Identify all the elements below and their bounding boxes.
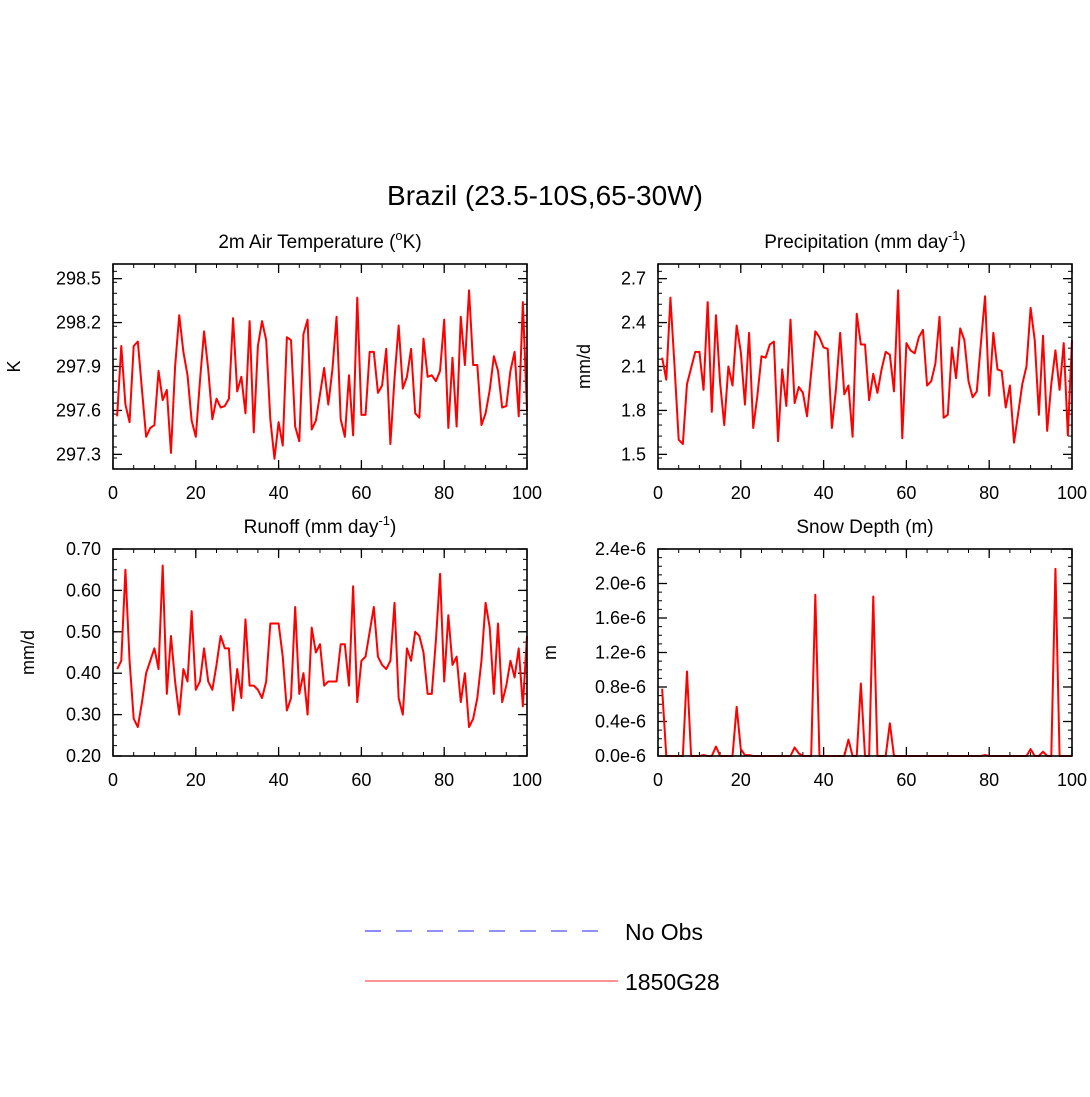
y-tick-label: 0.60: [66, 580, 101, 600]
y-tick-label: 0.8e-6: [595, 677, 646, 697]
x-tick-label: 40: [814, 770, 834, 790]
x-tick-label: 60: [351, 770, 371, 790]
y-tick-label: 297.3: [56, 444, 101, 464]
y-tick-label: 2.0e-6: [595, 574, 646, 594]
y-tick-label: 298.2: [56, 313, 101, 333]
y-tick-label: 0.30: [66, 705, 101, 725]
y-tick-label: 0.0e-6: [595, 746, 646, 766]
y-tick-label: 1.5: [621, 444, 646, 464]
y-tick-label: 2.4e-6: [595, 539, 646, 559]
x-tick-label: 80: [979, 770, 999, 790]
panel-title-text-end: ): [959, 232, 965, 253]
panel-snow-depth: Snow Depth (m) m 0 20 40 60 80 100 0.0e-6 0.4e-6 0…: [540, 517, 1087, 790]
panel-title-text: 2m Air Temperature (: [218, 232, 396, 253]
y-axis-label-precipitation: mm/d: [574, 344, 594, 389]
x-tick-label: 40: [269, 770, 289, 790]
y-tick-label: 1.6e-6: [595, 608, 646, 628]
x-tick-label: 60: [896, 483, 916, 503]
series-line-snow-depth: [661, 567, 1072, 757]
y-tick-label: 0.70: [66, 539, 101, 559]
panel-title-text: Snow Depth (m): [796, 517, 933, 538]
panel-title-snow-depth: Snow Depth (m): [796, 517, 933, 538]
panel-title-superscript: -1: [948, 228, 960, 243]
y-tick-label: 0.20: [66, 746, 101, 766]
x-tick-label: 80: [434, 770, 454, 790]
y-tick-label: 1.8: [621, 400, 646, 420]
x-tick-label: 100: [512, 483, 542, 503]
y-axis-label-snow-depth: m: [540, 645, 560, 660]
panel-title-text-end: ): [390, 517, 396, 538]
series-line-runoff: [116, 564, 528, 729]
legend: No Obs 1850G28: [365, 919, 720, 995]
series-line-precipitation: [661, 289, 1073, 446]
panel-title-precipitation: Precipitation (mm day-1): [764, 228, 966, 253]
plot-frame-snow-depth: [657, 548, 1073, 757]
x-tick-label: 20: [731, 483, 751, 503]
x-tick-label: 60: [351, 483, 371, 503]
plot-frame-precipitation: [657, 263, 1073, 470]
x-tick-label: 20: [186, 770, 206, 790]
figure-title: Brazil (23.5-10S,65-30W): [387, 180, 703, 211]
panel-air-temperature: 2m Air Temperature (oK) K 0 20 40 60 80 100 297.…: [4, 228, 542, 503]
y-tick-label: 2.7: [621, 269, 646, 289]
y-tick-label: 297.9: [56, 357, 101, 377]
x-tick-label: 40: [269, 483, 289, 503]
panel-title-air-temperature: 2m Air Temperature (oK): [218, 228, 421, 253]
x-tick-label: 0: [653, 483, 663, 503]
panel-title-superscript: -1: [378, 513, 390, 528]
series-line-air-temperature: [116, 289, 528, 460]
x-tick-label: 0: [108, 483, 118, 503]
panel-title-superscript: o: [395, 228, 402, 243]
x-tick-label: 60: [896, 770, 916, 790]
panel-runoff: Runoff (mm day-1) mm/d 0 20 40 60 80 100 0.20 0.3…: [18, 513, 542, 790]
legend-no-obs-label: No Obs: [625, 919, 703, 945]
x-tick-label: 0: [108, 770, 118, 790]
x-tick-label: 100: [1057, 770, 1087, 790]
panel-title-text: Precipitation (mm day: [764, 232, 948, 253]
panels: 2m Air Temperature (oK) K 0 20 40 60 80 100 297.…: [4, 228, 1087, 790]
x-tick-label: 100: [1057, 483, 1087, 503]
y-tick-label: 1.2e-6: [595, 643, 646, 663]
x-tick-label: 100: [512, 770, 542, 790]
panel-title-text: Runoff (mm day: [244, 517, 379, 538]
x-tick-label: 80: [434, 483, 454, 503]
y-tick-label: 0.40: [66, 663, 101, 683]
plot-frame-air-temperature: [112, 263, 528, 470]
y-tick-label: 2.4: [621, 313, 646, 333]
x-tick-label: 20: [186, 483, 206, 503]
x-tick-label: 80: [979, 483, 999, 503]
legend-1850g28-label: 1850G28: [625, 969, 720, 995]
y-axis-label-runoff: mm/d: [18, 630, 38, 675]
panel-title-runoff: Runoff (mm day-1): [244, 513, 397, 538]
y-tick-label: 0.50: [66, 622, 101, 642]
y-tick-label: 0.4e-6: [595, 712, 646, 732]
y-tick-label: 298.5: [56, 269, 101, 289]
x-tick-label: 0: [653, 770, 663, 790]
y-tick-label: 297.6: [56, 400, 101, 420]
y-axis-label-air-temperature: K: [4, 360, 24, 372]
plot-frame-runoff: [112, 548, 528, 757]
panel-title-text-end: K): [403, 232, 422, 253]
x-tick-label: 40: [814, 483, 834, 503]
y-tick-label: 2.1: [621, 357, 646, 377]
panel-precipitation: Precipitation (mm day-1) mm/d 0 20 40 60 80 100…: [574, 228, 1087, 503]
x-tick-label: 20: [731, 770, 751, 790]
